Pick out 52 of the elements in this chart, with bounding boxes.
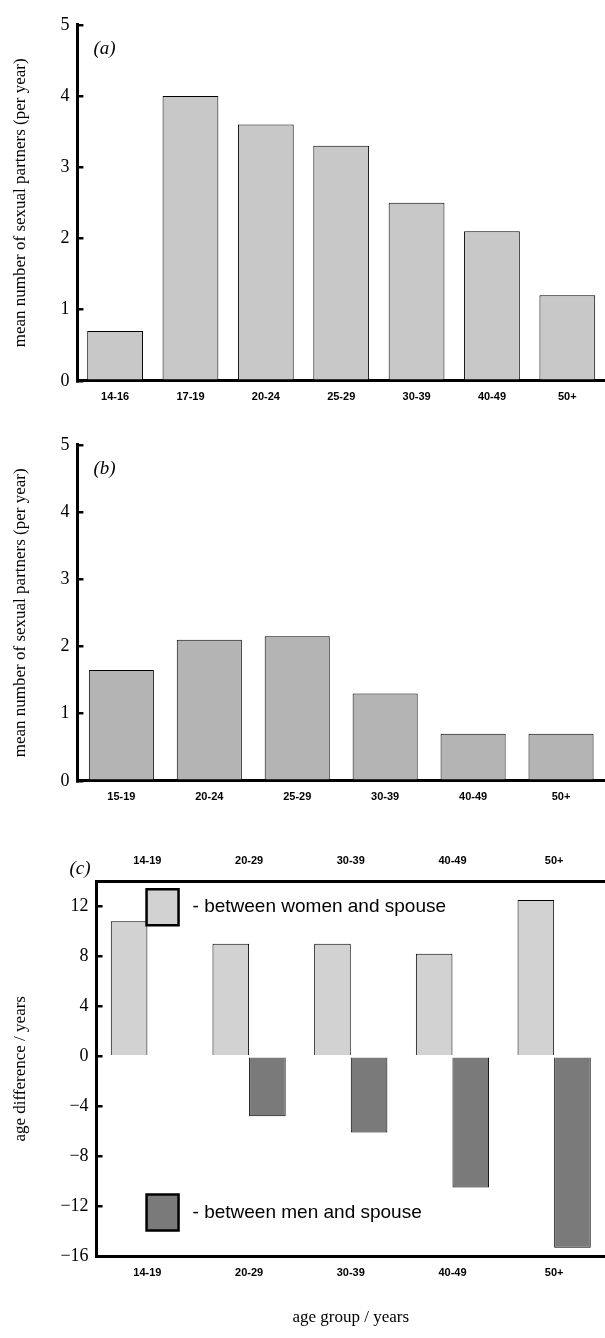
y-axis-title: mean number of sexual partners (per year)	[9, 58, 29, 348]
y-tick-label: 8	[79, 944, 89, 965]
x-tick-label: 25-29	[283, 790, 312, 803]
x-tick-label: 40-49	[477, 390, 507, 403]
x-axis-title: age group / years	[292, 1307, 410, 1327]
y-tick-label: −16	[60, 1245, 89, 1266]
x-tick-label: 40-49	[438, 1266, 467, 1279]
y-tick-label: 1	[60, 298, 70, 319]
x-tick-label: 14-19	[133, 1266, 162, 1279]
category-label: 14-19	[133, 853, 162, 866]
category-label: 50+	[544, 853, 564, 866]
x-tick-label: 20-24	[251, 390, 281, 403]
y-tick-label: 2	[60, 635, 70, 656]
y-tick-label: 1	[60, 702, 70, 723]
y-tick-label: 4	[60, 84, 70, 105]
category-label: 20-29	[235, 853, 264, 866]
x-tick-label: 30-39	[336, 1266, 365, 1279]
y-axis-title: mean number of sexual partners (per year)	[9, 468, 29, 758]
x-tick-label: 20-29	[235, 1266, 264, 1279]
x-tick-label: 14-16	[101, 390, 130, 403]
chart-title: (c)	[69, 857, 91, 880]
x-tick-label: 15-19	[107, 790, 136, 803]
y-tick-label: 5	[60, 433, 70, 454]
y-tick-label: 5	[60, 13, 70, 34]
y-tick-label: 3	[60, 567, 70, 588]
category-label: 40-49	[438, 853, 467, 866]
x-tick-label: 17-19	[176, 390, 205, 403]
y-axis-title: age difference / years	[9, 996, 29, 1142]
y-tick-label: 0	[60, 769, 70, 790]
y-tick-label: 4	[60, 500, 70, 521]
y-tick-label: 12	[70, 894, 89, 915]
category-label: 30-39	[336, 853, 365, 866]
x-tick-label: 50+	[551, 790, 571, 803]
x-tick-label: 25-29	[327, 390, 356, 403]
y-tick-label: 3	[60, 155, 70, 176]
text: (b)	[93, 456, 116, 479]
y-tick-label: 2	[60, 227, 70, 248]
y-tick-label: −4	[69, 1095, 89, 1116]
legend-label: - between men and spouse	[192, 1200, 422, 1222]
x-tick-label: 50+	[544, 1266, 564, 1279]
y-tick-label: 4	[79, 995, 89, 1015]
x-tick-label: 30-39	[371, 790, 400, 803]
text: (a)	[93, 36, 116, 59]
x-tick-label: 50+	[557, 390, 577, 403]
y-tick-label: 0	[60, 369, 70, 390]
y-tick-label: −12	[60, 1195, 89, 1216]
x-tick-label: 40-49	[459, 790, 488, 803]
legend-label: - between women and spouse	[192, 895, 447, 917]
y-tick-label: 0	[79, 1045, 89, 1066]
y-tick-label: −8	[69, 1145, 89, 1166]
x-tick-label: 30-39	[402, 390, 431, 403]
x-tick-label: 20-24	[195, 790, 225, 803]
